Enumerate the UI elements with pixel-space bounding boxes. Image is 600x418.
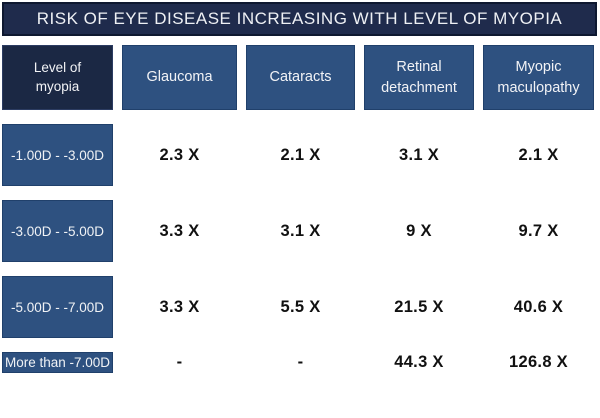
row-label-myopia-range-4: More than -7.00D [2, 352, 113, 373]
risk-value-glaucoma-r2: 3.3 X [159, 221, 200, 240]
risk-value-cataracts-r1: 2.1 X [280, 145, 321, 164]
column-header-cataracts: Cataracts [246, 45, 355, 110]
risk-table: Level of myopia Glaucoma Cataracts Retin… [2, 45, 594, 373]
column-header-level-of-myopia: Level of myopia [2, 45, 113, 110]
risk-value-myopic-maculopathy-r2: 9.7 X [518, 221, 559, 240]
risk-value-cataracts-r2: 3.1 X [280, 221, 321, 240]
risk-value-myopic-maculopathy-r3: 40.6 X [513, 297, 564, 316]
column-header-retinal-detachment: Retinal detachment [364, 45, 474, 110]
column-header-glaucoma: Glaucoma [122, 45, 237, 110]
risk-value-cataracts-r4: - [297, 353, 304, 371]
risk-value-myopic-maculopathy-r4: 126.8 X [509, 353, 568, 371]
risk-value-retinal-detachment-r4: 44.3 X [394, 353, 444, 371]
risk-value-retinal-detachment-r3: 21.5 X [394, 297, 444, 316]
row-label-myopia-range-3: -5.00D - -7.00D [2, 276, 113, 338]
risk-value-glaucoma-r3: 3.3 X [159, 297, 200, 316]
page-title: RISK OF EYE DISEASE INCREASING WITH LEVE… [2, 2, 597, 36]
risk-value-glaucoma-r1: 2.3 X [159, 145, 200, 164]
risk-value-retinal-detachment-r1: 3.1 X [398, 145, 440, 164]
risk-value-cataracts-r3: 5.5 X [280, 297, 321, 316]
row-label-myopia-range-2: -3.00D - -5.00D [2, 200, 113, 262]
risk-value-glaucoma-r4: - [176, 353, 183, 371]
column-header-myopic-maculopathy: Myopic maculopathy [483, 45, 594, 110]
risk-value-retinal-detachment-r2: 9 X [406, 221, 432, 240]
risk-value-myopic-maculopathy-r1: 2.1 X [518, 145, 559, 164]
row-label-myopia-range-1: -1.00D - -3.00D [2, 124, 113, 186]
